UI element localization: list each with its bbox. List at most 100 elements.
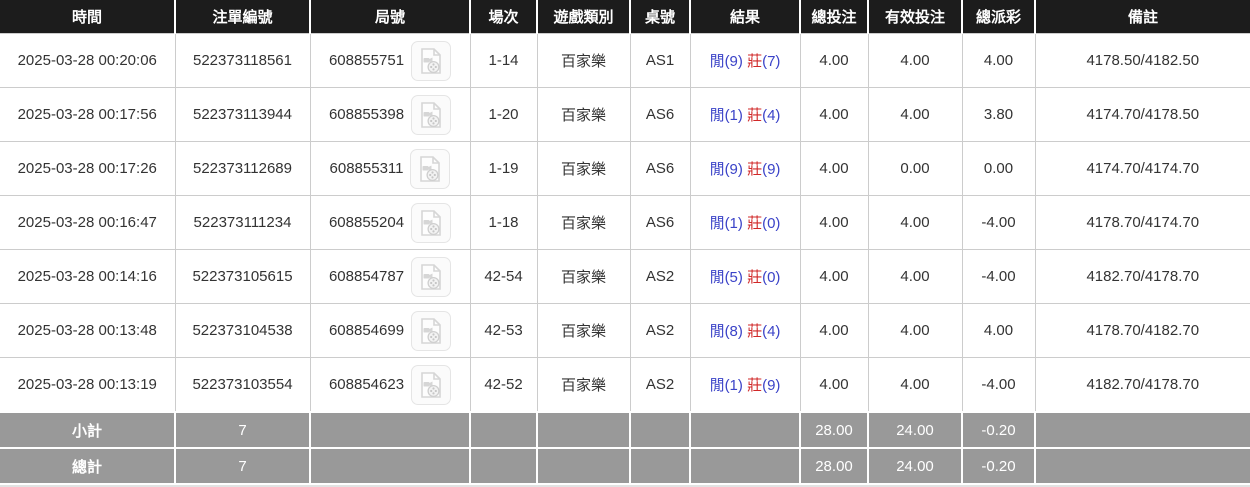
result-player: 閒(1): [709, 377, 743, 394]
cell-total-bet: 4.00: [799, 87, 869, 142]
summary-empty-round: [309, 447, 471, 485]
table-row: 2025-03-28 00:13:48 522373104538 6088546…: [0, 303, 1250, 358]
cell-session: 1-18: [469, 195, 538, 250]
video-replay-button[interactable]: [411, 202, 452, 243]
cell-total-payout: -4.00: [961, 357, 1036, 413]
summary-empty-result: [689, 447, 801, 485]
table-row: 2025-03-28 00:20:06 522373118561 6088557…: [0, 33, 1250, 88]
cell-total-bet: 4.00: [799, 195, 869, 250]
cell-total-bet: 4.00: [799, 249, 869, 304]
video-file-icon: [418, 317, 444, 345]
table-row: 2025-03-28 00:17:26 522373112689 6088553…: [0, 141, 1250, 196]
cell-total-payout: -4.00: [961, 195, 1036, 250]
cell-session: 42-54: [469, 249, 538, 304]
cell-table-no: AS2: [629, 249, 691, 304]
video-replay-button[interactable]: [410, 148, 451, 189]
cell-result: 閒(1) 莊(9): [689, 357, 801, 413]
cell-table-no: AS2: [629, 357, 691, 413]
cell-total-bet: 4.00: [799, 357, 869, 413]
col-header-valid-bet: 有效投注: [868, 0, 963, 34]
cell-result: 閒(5) 莊(0): [689, 249, 801, 304]
cell-round: 608855398: [309, 87, 471, 142]
col-header-time: 時間: [0, 0, 176, 34]
summary-empty-round: [309, 411, 471, 449]
result-player: 閒(5): [709, 269, 743, 286]
video-file-icon: [418, 371, 444, 399]
cell-game-type: 百家樂: [536, 195, 631, 250]
cell-bet-id: 522373103554: [174, 357, 311, 413]
video-file-icon: [418, 263, 444, 291]
round-number: 608854787: [328, 268, 405, 285]
cell-result: 閒(9) 莊(7): [689, 33, 801, 88]
cell-round: 608855311: [309, 141, 471, 196]
summary-empty-game-type: [536, 411, 631, 449]
result-banker: 莊: [747, 215, 763, 232]
cell-valid-bet: 4.00: [867, 195, 963, 250]
round-number: 608855311: [329, 160, 404, 177]
cell-remark: 4178.70/4174.70: [1034, 195, 1250, 250]
result-player: 閒(9): [709, 53, 743, 70]
col-header-result: 結果: [690, 0, 801, 34]
summary-total-bet: 28.00: [799, 447, 869, 485]
cell-game-type: 百家樂: [536, 141, 631, 196]
summary-empty-session: [469, 447, 538, 485]
video-replay-button[interactable]: [411, 256, 452, 297]
result-player: 閒(9): [709, 161, 743, 178]
col-header-game-type: 遊戲類別: [537, 0, 631, 34]
col-header-bet-id: 注單編號: [175, 0, 311, 34]
cell-valid-bet: 4.00: [867, 357, 963, 413]
cell-game-type: 百家樂: [536, 357, 631, 413]
summary-empty-table-no: [629, 447, 691, 485]
summary-label: 總計: [0, 447, 176, 485]
cell-round: 608854787: [309, 249, 471, 304]
video-replay-button[interactable]: [411, 364, 452, 405]
cell-result: 閒(1) 莊(0): [689, 195, 801, 250]
cell-valid-bet: 4.00: [867, 87, 963, 142]
cell-remark: 4178.50/4182.50: [1034, 33, 1250, 88]
cell-round: 608854623: [309, 357, 471, 413]
cell-total-bet: 4.00: [799, 33, 869, 88]
summary-empty-session: [469, 411, 538, 449]
cell-total-payout: 4.00: [961, 303, 1036, 358]
cell-valid-bet: 0.00: [867, 141, 963, 196]
cell-table-no: AS2: [629, 303, 691, 358]
summary-total-bet: 28.00: [799, 411, 869, 449]
result-banker-num: (4): [762, 323, 781, 340]
cell-valid-bet: 4.00: [867, 303, 963, 358]
result-banker-num: (0): [762, 269, 781, 286]
cell-session: 1-20: [469, 87, 538, 142]
cell-session: 1-14: [469, 33, 538, 88]
cell-time: 2025-03-28 00:14:16: [0, 249, 176, 304]
video-replay-button[interactable]: [411, 40, 452, 81]
cell-time: 2025-03-28 00:20:06: [0, 33, 176, 88]
cell-total-payout: 0.00: [961, 141, 1036, 196]
summary-count: 7: [174, 447, 311, 485]
cell-total-bet: 4.00: [799, 303, 869, 358]
result-banker: 莊: [747, 107, 763, 124]
cell-table-no: AS1: [629, 33, 691, 88]
cell-bet-id: 522373112689: [174, 141, 311, 196]
result-player: 閒(1): [709, 107, 743, 124]
summary-valid-bet: 24.00: [867, 411, 963, 449]
cell-time: 2025-03-28 00:17:56: [0, 87, 176, 142]
summary-empty-remark: [1034, 411, 1250, 449]
video-file-icon: [418, 47, 444, 75]
summary-total-payout: -0.20: [961, 411, 1036, 449]
video-replay-button[interactable]: [411, 310, 452, 351]
result-player: 閒(8): [709, 323, 743, 340]
video-file-icon: [418, 209, 444, 237]
cell-session: 42-52: [469, 357, 538, 413]
summary-empty-remark: [1034, 447, 1250, 485]
video-replay-button[interactable]: [411, 94, 452, 135]
round-number: 608854699: [328, 322, 405, 339]
cell-table-no: AS6: [629, 195, 691, 250]
cell-remark: 4182.70/4178.70: [1034, 357, 1250, 413]
result-banker: 莊: [747, 53, 763, 70]
col-header-total-payout: 總派彩: [962, 0, 1036, 34]
table-row: 2025-03-28 00:16:47 522373111234 6088552…: [0, 195, 1250, 250]
cell-bet-id: 522373104538: [174, 303, 311, 358]
cell-round: 608855204: [309, 195, 471, 250]
col-header-total-bet: 總投注: [800, 0, 869, 34]
table-row: 2025-03-28 00:13:19 522373103554 6088546…: [0, 357, 1250, 413]
cell-result: 閒(8) 莊(4): [689, 303, 801, 358]
